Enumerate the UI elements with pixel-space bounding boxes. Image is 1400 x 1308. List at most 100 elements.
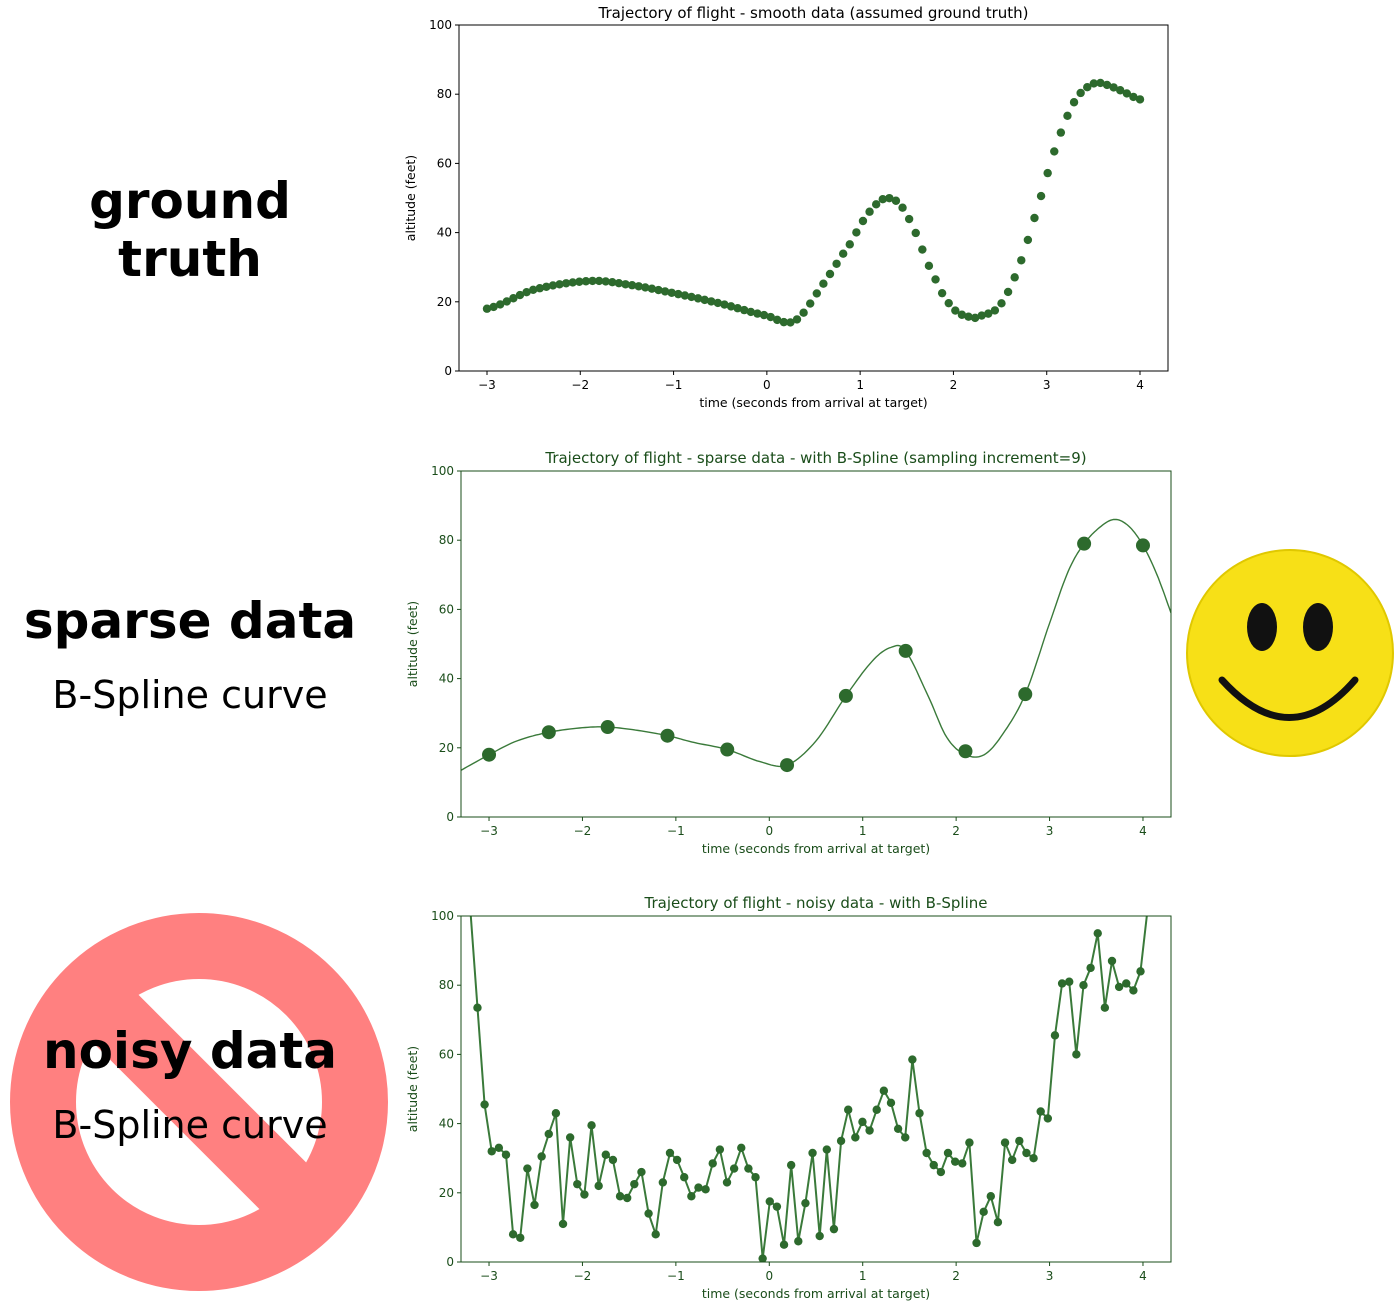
data-point: [740, 305, 749, 315]
x-tick-label: 4: [1139, 824, 1147, 838]
data-point: [937, 288, 947, 298]
data-point: [773, 315, 782, 325]
data-point: [1050, 147, 1059, 156]
x-tick-label: −3: [480, 1269, 498, 1283]
data-point: [766, 312, 775, 322]
x-tick-label: 2: [952, 1269, 960, 1283]
data-point: [587, 1121, 596, 1130]
data-point: [1107, 956, 1117, 966]
y-axis-label: altitude (feet): [405, 601, 420, 687]
data-point: [936, 1167, 946, 1177]
data-point: [600, 720, 615, 735]
data-point: [1050, 1031, 1060, 1040]
data-point: [737, 1143, 746, 1153]
data-point: [1135, 538, 1150, 553]
data-point: [720, 742, 735, 757]
data-point: [509, 294, 518, 303]
data-point: [829, 1224, 839, 1234]
data-point: [1007, 1155, 1017, 1165]
data-point: [765, 1197, 774, 1206]
data-point: [729, 1164, 739, 1173]
data-point: [858, 1117, 867, 1127]
data-point: [665, 1148, 675, 1158]
x-axis-label: time (seconds from arrival at target): [702, 1286, 930, 1301]
data-point: [977, 311, 986, 320]
data-point: [806, 299, 815, 308]
y-tick-label: 0: [446, 1255, 454, 1269]
y-tick-label: 40: [437, 226, 452, 240]
y-tick-label: 40: [439, 672, 454, 686]
data-point: [943, 1148, 953, 1158]
data-point: [608, 1155, 618, 1165]
data-point: [1015, 1136, 1024, 1146]
data-point: [637, 1167, 646, 1177]
data-point: [720, 300, 729, 309]
data-point: [951, 306, 960, 315]
data-point: [1036, 1107, 1045, 1116]
chart-title: Trajectory of flight - smooth data (assu…: [598, 4, 1029, 22]
data-point: [997, 299, 1006, 308]
data-point: [680, 291, 690, 300]
data-point: [931, 275, 940, 284]
plot-area: [482, 78, 1145, 327]
data-point: [812, 289, 821, 298]
data-point: [660, 287, 670, 296]
data-point: [482, 304, 492, 313]
data-point: [1043, 1114, 1053, 1123]
data-point: [1029, 1154, 1038, 1163]
y-tick-label: 20: [439, 1186, 454, 1200]
data-point: [489, 302, 498, 312]
data-point: [1056, 128, 1066, 137]
data-point: [744, 1164, 753, 1173]
data-point: [799, 308, 808, 317]
data-point: [1003, 287, 1013, 297]
data-point: [815, 1231, 824, 1241]
data-point: [1030, 213, 1039, 223]
plot-frame: [458, 24, 1169, 372]
data-point: [667, 288, 676, 297]
smiley-face-icon: [1186, 549, 1394, 757]
plot-frame: [460, 915, 1172, 1263]
data-point: [852, 228, 861, 237]
noisy-bspline-label: B-Spline curve: [52, 1103, 328, 1147]
data-point: [838, 249, 848, 258]
data-point: [580, 1190, 589, 1199]
data-point: [522, 287, 531, 297]
data-point: [708, 1159, 717, 1168]
data-point: [970, 313, 980, 323]
data-point: [822, 1145, 832, 1154]
data-point: [1018, 687, 1033, 702]
data-point: [1063, 111, 1072, 121]
data-point: [758, 1254, 767, 1262]
x-tick-label: −3: [478, 378, 496, 392]
chart-title: Trajectory of flight - noisy data - with…: [644, 894, 988, 912]
data-point: [893, 1124, 903, 1133]
data-point: [555, 280, 564, 289]
data-point: [680, 1173, 689, 1182]
data-point: [865, 207, 874, 216]
x-tick-label: −2: [574, 824, 592, 838]
data-point: [502, 297, 511, 306]
x-axis-label: time (seconds from arrival at target): [699, 395, 927, 410]
data-point: [581, 277, 591, 286]
data-point: [915, 1109, 924, 1118]
data-point: [891, 196, 901, 205]
x-tick-label: 0: [765, 824, 773, 838]
x-tick-label: 4: [1139, 1269, 1147, 1283]
data-point: [535, 284, 544, 293]
data-point: [929, 1160, 938, 1170]
data-point: [658, 1178, 668, 1187]
data-point: [825, 269, 835, 279]
data-point: [568, 278, 577, 287]
data-point: [1023, 235, 1033, 245]
data-point: [594, 276, 604, 286]
plot-area: [461, 518, 1171, 773]
data-point: [674, 289, 683, 299]
data-point: [575, 277, 584, 286]
x-tick-label: 0: [763, 378, 771, 392]
data-point: [537, 1152, 546, 1161]
data-point: [627, 281, 637, 290]
x-axis-label: time (seconds from arrival at target): [702, 841, 930, 856]
data-point: [1000, 1138, 1010, 1147]
